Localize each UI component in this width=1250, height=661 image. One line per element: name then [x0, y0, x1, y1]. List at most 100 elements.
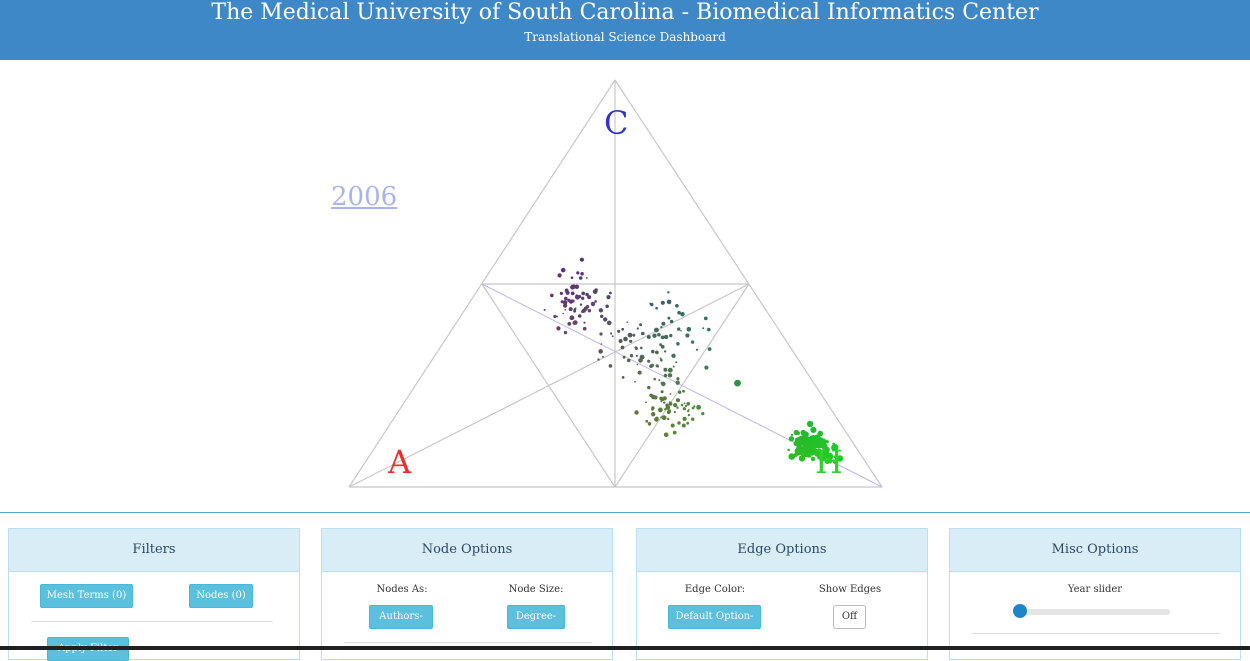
- author-node: [658, 379, 661, 382]
- author-node: [836, 455, 844, 462]
- author-node: [626, 321, 628, 324]
- author-node: [647, 359, 651, 363]
- author-node: [610, 332, 613, 335]
- author-node: [651, 412, 656, 417]
- edge-color-label: Edge Color:: [684, 584, 746, 595]
- author-node: [568, 307, 573, 312]
- author-node: [682, 416, 687, 421]
- author-node: [563, 330, 568, 335]
- caret-icon: -: [750, 611, 754, 622]
- author-node: [636, 363, 639, 366]
- author-node: [564, 298, 567, 301]
- node-size-dropdown[interactable]: Degree-: [507, 605, 565, 629]
- author-node: [586, 296, 589, 298]
- author-node: [560, 267, 566, 273]
- node-size-label: Node Size:: [508, 584, 564, 595]
- misc-options-panel: Misc Options Year slider: [949, 528, 1241, 660]
- author-node: [626, 358, 631, 363]
- author-node: [659, 357, 662, 360]
- node-options-divider: [344, 642, 592, 643]
- author-node: [645, 419, 649, 423]
- author-node: [817, 448, 822, 453]
- author-node: [673, 410, 677, 414]
- author-node: [651, 406, 655, 410]
- mesh-terms-button[interactable]: Mesh Terms (0): [40, 584, 133, 608]
- author-node: [673, 403, 678, 408]
- year-label[interactable]: 2006: [331, 182, 398, 212]
- author-node: [655, 350, 659, 355]
- author-node: [653, 395, 658, 400]
- author-node: [663, 334, 669, 340]
- author-node: [684, 404, 688, 408]
- author-node: [822, 441, 825, 445]
- author-node: [676, 406, 679, 409]
- nodes-as-dropdown[interactable]: Authors-: [369, 605, 433, 629]
- author-node: [660, 390, 664, 394]
- author-node: [802, 450, 810, 458]
- author-node: [611, 335, 614, 338]
- author-node: [801, 443, 805, 446]
- edge-color-dropdown[interactable]: Default Option-: [668, 605, 761, 629]
- author-node: [704, 365, 709, 370]
- author-node: [617, 329, 621, 333]
- author-node: [796, 438, 804, 446]
- author-node: [663, 367, 668, 372]
- author-node: [676, 377, 680, 381]
- triangle-plot[interactable]: C A H: [0, 60, 1250, 512]
- author-node: [696, 404, 701, 410]
- author-node: [575, 295, 580, 300]
- author-node: [574, 307, 577, 310]
- author-node: [734, 379, 741, 387]
- author-node: [663, 350, 667, 353]
- author-node: [627, 332, 633, 338]
- author-node: [567, 322, 572, 326]
- author-node: [581, 296, 585, 300]
- author-node: [629, 339, 633, 343]
- edge-options-panel-title: Edge Options: [637, 529, 927, 572]
- author-node: [570, 291, 575, 296]
- author-node: [695, 348, 699, 351]
- author-node: [583, 321, 586, 324]
- author-node: [641, 331, 645, 336]
- author-node: [661, 321, 666, 326]
- show-edges-label: Show Edges: [818, 584, 882, 595]
- author-node: [660, 400, 663, 403]
- author-node: [788, 436, 795, 442]
- author-node: [691, 417, 695, 421]
- author-node: [639, 354, 645, 360]
- node-size-value: Degree: [515, 611, 553, 622]
- author-node: [822, 456, 827, 461]
- author-node: [639, 323, 643, 327]
- author-node: [707, 347, 712, 351]
- author-node: [838, 449, 840, 452]
- author-node: [647, 422, 652, 426]
- author-node: [693, 405, 696, 408]
- author-node: [680, 329, 682, 332]
- author-node: [677, 310, 681, 315]
- author-node: [564, 288, 569, 293]
- year-slider-track[interactable]: [1020, 609, 1170, 615]
- author-node: [646, 335, 651, 339]
- show-edges-toggle[interactable]: Off: [833, 605, 866, 629]
- author-node: [606, 320, 612, 326]
- author-node: [645, 401, 647, 404]
- author-node: [597, 358, 600, 361]
- author-node: [594, 300, 597, 303]
- author-node: [804, 440, 808, 445]
- author-node: [651, 349, 655, 354]
- year-slider-handle[interactable]: [1013, 604, 1027, 618]
- author-node: [562, 312, 564, 315]
- author-node: [634, 410, 639, 415]
- filters-divider: [31, 621, 273, 622]
- author-node: [663, 401, 666, 404]
- edge-color-value: Default Option: [675, 611, 751, 622]
- author-node: [650, 302, 654, 307]
- author-node: [621, 327, 625, 331]
- author-node: [683, 402, 686, 405]
- author-node: [686, 421, 690, 425]
- author-node: [822, 438, 826, 443]
- author-node: [663, 398, 666, 401]
- nodes-button[interactable]: Nodes (0): [189, 584, 253, 608]
- author-node: [543, 308, 546, 311]
- author-node: [831, 443, 839, 452]
